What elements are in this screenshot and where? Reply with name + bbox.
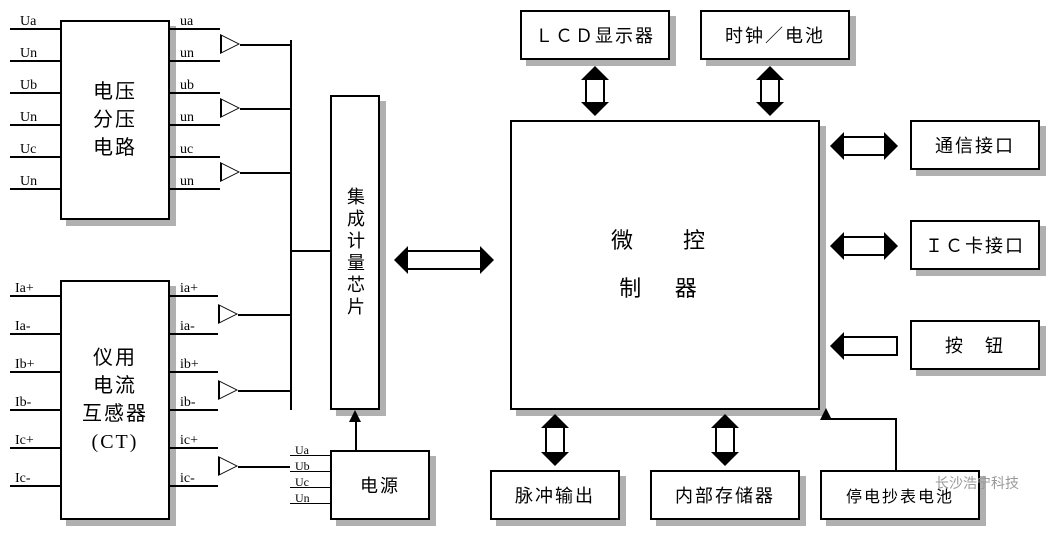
label: ＩＣ卡接口 <box>925 232 1025 258</box>
amp-c-2 <box>218 380 238 400</box>
node-comm: 通信接口 <box>910 120 1040 170</box>
line-vout-4 <box>170 156 220 158</box>
power-to-chip-arrow <box>349 410 361 422</box>
label: 微 控 制 器 <box>611 217 719 314</box>
bus-line <box>290 40 292 410</box>
amp-v-4 <box>220 162 240 182</box>
label: ＬＣＤ显示器 <box>535 22 655 48</box>
node-ct: 仪用 电流 互感器 (CT) <box>60 280 170 520</box>
node-button: 按 钮 <box>910 320 1040 370</box>
line-vin-3 <box>10 124 60 126</box>
line-amp-v-0 <box>240 44 290 46</box>
line-vin-4 <box>10 156 60 158</box>
line-cin-0 <box>10 295 60 297</box>
label: 集成计量芯片 <box>342 187 368 319</box>
node-power: 电源 <box>330 450 430 520</box>
arrow-mcu-lcd <box>585 80 605 102</box>
line-amp-c-2 <box>238 390 290 392</box>
line-cin-4 <box>10 447 60 449</box>
amp-c-4 <box>218 456 238 476</box>
line-amp-c-0 <box>238 314 290 316</box>
line-cout-0 <box>170 295 218 297</box>
node-pulse: 脉冲输出 <box>490 470 620 520</box>
line-vin-0 <box>10 28 60 30</box>
arrow-mcu-comm <box>844 136 884 156</box>
line-cin-1 <box>10 333 60 335</box>
line-vout-0 <box>170 28 220 30</box>
node-voltage-divider: 电压 分压 电路 <box>60 20 170 220</box>
line-amp-c-4 <box>238 466 290 468</box>
line-cin-5 <box>10 485 60 487</box>
arrow-button-mcu <box>844 336 898 356</box>
node-ic: ＩＣ卡接口 <box>910 220 1040 270</box>
label: 脉冲输出 <box>515 482 595 508</box>
amp-c-0 <box>218 304 238 324</box>
node-storage: 内部存储器 <box>650 470 800 520</box>
line-cin-2 <box>10 371 60 373</box>
amp-v-0 <box>220 34 240 54</box>
arrow-mcu-storage <box>715 428 735 452</box>
line-pwr-1 <box>290 471 330 472</box>
line-pwr-3 <box>290 503 330 504</box>
label: 通信接口 <box>935 132 1015 158</box>
line-cout-4 <box>170 447 218 449</box>
node-meter-chip: 集成计量芯片 <box>330 95 380 410</box>
line-cout-2 <box>170 371 218 373</box>
line-cout-1 <box>170 333 218 335</box>
line-cout-5 <box>170 485 218 487</box>
arrow-mcu-clock <box>760 80 780 102</box>
line-pwr-2 <box>290 487 330 488</box>
extpwr-line2 <box>826 418 896 420</box>
arrow-mcu-pulse <box>545 428 565 452</box>
arrow-chip-mcu <box>408 250 480 270</box>
node-mcu: 微 控 制 器 <box>510 120 820 410</box>
line-vin-1 <box>10 60 60 62</box>
line-vin-5 <box>10 188 60 190</box>
line-pwr-0 <box>290 455 330 456</box>
line-amp-v-2 <box>240 108 290 110</box>
label: 内部存储器 <box>675 482 775 508</box>
node-lcd: ＬＣＤ显示器 <box>520 10 670 60</box>
line-vout-2 <box>170 92 220 94</box>
amp-v-2 <box>220 98 240 118</box>
watermark: 长沙浩宁科技 <box>935 473 1019 493</box>
label: 电压 分压 电路 <box>93 78 137 162</box>
line-cout-3 <box>170 409 218 411</box>
label: 按 钮 <box>945 332 1005 358</box>
diagram-canvas: 电压 分压 电路 仪用 电流 互感器 (CT) 集成计量芯片 电源 微 控 制 … <box>0 0 1059 553</box>
arrow-mcu-ic <box>844 236 884 256</box>
label: 电源 <box>360 472 400 498</box>
label: 时钟／电池 <box>725 22 825 48</box>
line-amp-v-4 <box>240 172 290 174</box>
extpwr-line <box>895 418 897 470</box>
label: 仪用 电流 互感器 (CT) <box>82 344 148 456</box>
node-clock: 时钟／电池 <box>700 10 850 60</box>
bus-to-chip <box>290 250 330 252</box>
line-cin-3 <box>10 409 60 411</box>
extpwr-arrow <box>820 408 832 420</box>
line-vin-2 <box>10 92 60 94</box>
